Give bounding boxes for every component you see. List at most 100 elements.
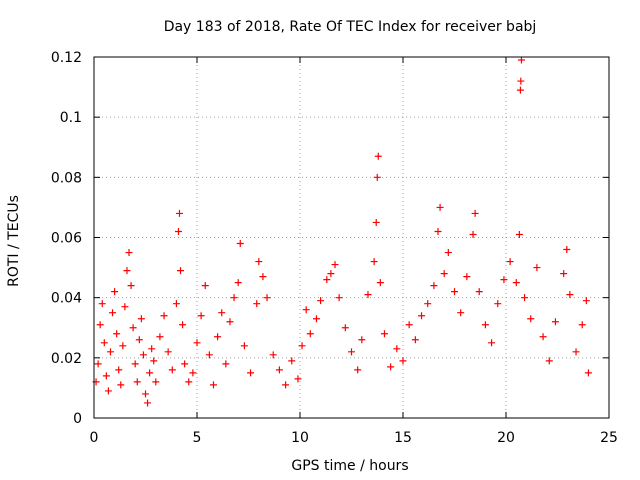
data-point bbox=[533, 264, 541, 272]
data-point bbox=[506, 258, 514, 266]
data-point bbox=[148, 345, 156, 353]
data-point bbox=[545, 357, 553, 365]
data-point bbox=[236, 240, 244, 248]
data-point bbox=[189, 369, 197, 377]
data-point bbox=[100, 339, 108, 347]
data-point bbox=[275, 366, 283, 374]
chart-title: Day 183 of 2018, Rate Of TEC Index for r… bbox=[164, 19, 537, 35]
data-point bbox=[399, 357, 407, 365]
data-point bbox=[572, 348, 580, 356]
data-point bbox=[584, 369, 592, 377]
data-point bbox=[500, 276, 508, 284]
data-point bbox=[434, 227, 442, 235]
data-point bbox=[185, 378, 193, 386]
data-point bbox=[463, 273, 471, 281]
data-point bbox=[269, 351, 277, 359]
data-point bbox=[471, 209, 479, 217]
y-tick-label: 0.1 bbox=[60, 110, 82, 126]
data-point bbox=[515, 230, 523, 238]
data-point bbox=[517, 56, 525, 64]
data-point bbox=[312, 315, 320, 323]
data-point bbox=[125, 249, 133, 257]
data-point bbox=[294, 375, 302, 383]
data-point bbox=[102, 372, 110, 380]
data-point bbox=[205, 351, 213, 359]
data-point bbox=[98, 300, 106, 308]
data-point bbox=[144, 399, 152, 407]
data-point bbox=[516, 86, 524, 94]
data-point bbox=[302, 306, 310, 314]
data-point bbox=[387, 363, 395, 371]
x-tick-label: 20 bbox=[497, 430, 515, 446]
y-tick-label: 0.12 bbox=[51, 50, 82, 66]
data-point bbox=[150, 357, 158, 365]
data-point bbox=[306, 330, 314, 338]
data-point bbox=[327, 270, 335, 278]
x-tick-label: 15 bbox=[394, 430, 412, 446]
data-point bbox=[578, 321, 586, 329]
data-point bbox=[364, 291, 372, 299]
data-point bbox=[214, 333, 222, 341]
data-point bbox=[563, 246, 571, 254]
data-point bbox=[527, 315, 535, 323]
data-point bbox=[440, 270, 448, 278]
y-axis-label: ROTI / TECUs bbox=[6, 195, 22, 287]
data-point bbox=[146, 369, 154, 377]
data-point bbox=[298, 342, 306, 350]
data-point bbox=[444, 249, 452, 257]
data-point bbox=[376, 279, 384, 287]
data-point bbox=[174, 227, 182, 235]
x-tick-label: 5 bbox=[193, 430, 202, 446]
data-point bbox=[156, 333, 164, 341]
data-point bbox=[259, 273, 267, 281]
y-tick-label: 0.02 bbox=[51, 351, 82, 367]
data-point bbox=[234, 279, 242, 287]
data-point bbox=[111, 288, 119, 296]
data-point bbox=[373, 173, 381, 181]
data-point bbox=[201, 282, 209, 290]
data-point bbox=[405, 321, 413, 329]
points-layer bbox=[92, 56, 592, 407]
data-point bbox=[96, 321, 104, 329]
data-point bbox=[172, 300, 180, 308]
plot-frame bbox=[93, 56, 610, 419]
data-point bbox=[582, 297, 590, 305]
data-point bbox=[380, 330, 388, 338]
data-point bbox=[469, 230, 477, 238]
data-point bbox=[230, 294, 238, 302]
data-point bbox=[127, 282, 135, 290]
y-tick-label: 0.04 bbox=[51, 291, 82, 307]
data-point bbox=[240, 342, 248, 350]
data-point bbox=[139, 351, 147, 359]
data-point bbox=[566, 291, 574, 299]
data-point bbox=[160, 312, 168, 320]
data-point bbox=[131, 360, 139, 368]
axes-layer: 0 5 10 15 20 25 0 0.02 0.04 0.06 0.08 0.1 0.12 bbox=[51, 50, 618, 446]
data-point bbox=[181, 360, 189, 368]
data-point bbox=[115, 366, 123, 374]
data-point bbox=[317, 297, 325, 305]
data-point bbox=[393, 345, 401, 353]
data-point bbox=[551, 318, 559, 326]
data-point bbox=[354, 366, 362, 374]
data-point bbox=[488, 339, 496, 347]
data-point bbox=[109, 309, 117, 317]
data-point bbox=[152, 378, 160, 386]
data-point bbox=[341, 324, 349, 332]
data-point bbox=[348, 348, 355, 356]
x-axis-label: GPS time / hours bbox=[291, 458, 408, 474]
data-point bbox=[323, 276, 331, 284]
data-point bbox=[133, 378, 141, 386]
x-tick-label: 25 bbox=[600, 430, 618, 446]
data-point bbox=[331, 261, 339, 269]
data-point bbox=[475, 288, 483, 296]
data-point bbox=[222, 360, 230, 368]
data-point bbox=[457, 309, 465, 317]
data-point bbox=[197, 312, 205, 320]
x-tick-label: 0 bbox=[90, 430, 99, 446]
data-point bbox=[94, 360, 102, 368]
data-point bbox=[218, 309, 226, 317]
data-point bbox=[209, 381, 217, 389]
data-point bbox=[521, 294, 529, 302]
data-point bbox=[164, 348, 172, 356]
